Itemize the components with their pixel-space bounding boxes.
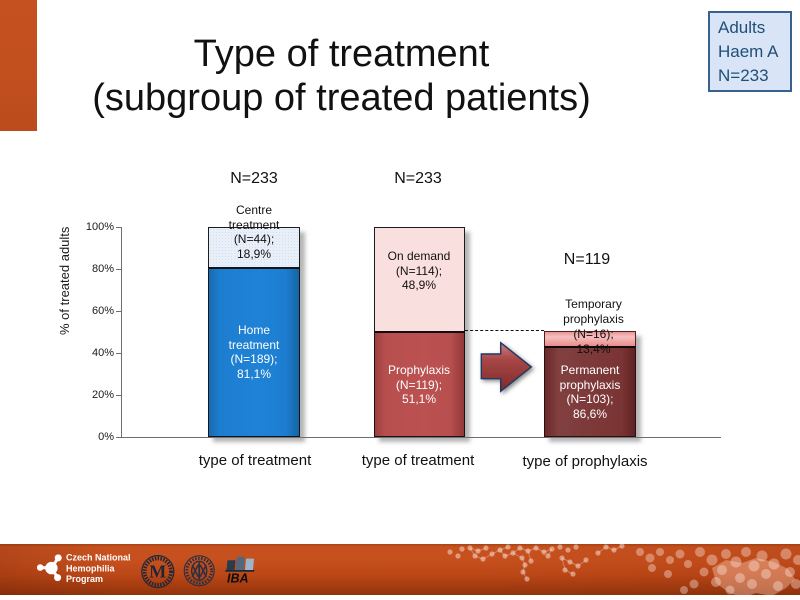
svg-text:Hemophilia: Hemophilia bbox=[66, 563, 116, 573]
svg-text:Czech National: Czech National bbox=[66, 553, 131, 563]
svg-text:IBA: IBA bbox=[227, 572, 249, 586]
svg-text:M: M bbox=[149, 562, 166, 582]
svg-text:Program: Program bbox=[66, 574, 103, 584]
